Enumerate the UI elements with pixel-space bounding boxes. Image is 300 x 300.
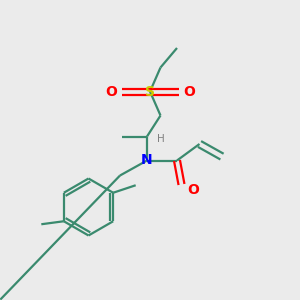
Text: S: S — [145, 85, 155, 98]
Text: H: H — [157, 134, 164, 145]
Text: N: N — [141, 154, 153, 167]
Text: O: O — [183, 85, 195, 98]
Text: O: O — [188, 184, 200, 197]
Text: O: O — [105, 85, 117, 98]
